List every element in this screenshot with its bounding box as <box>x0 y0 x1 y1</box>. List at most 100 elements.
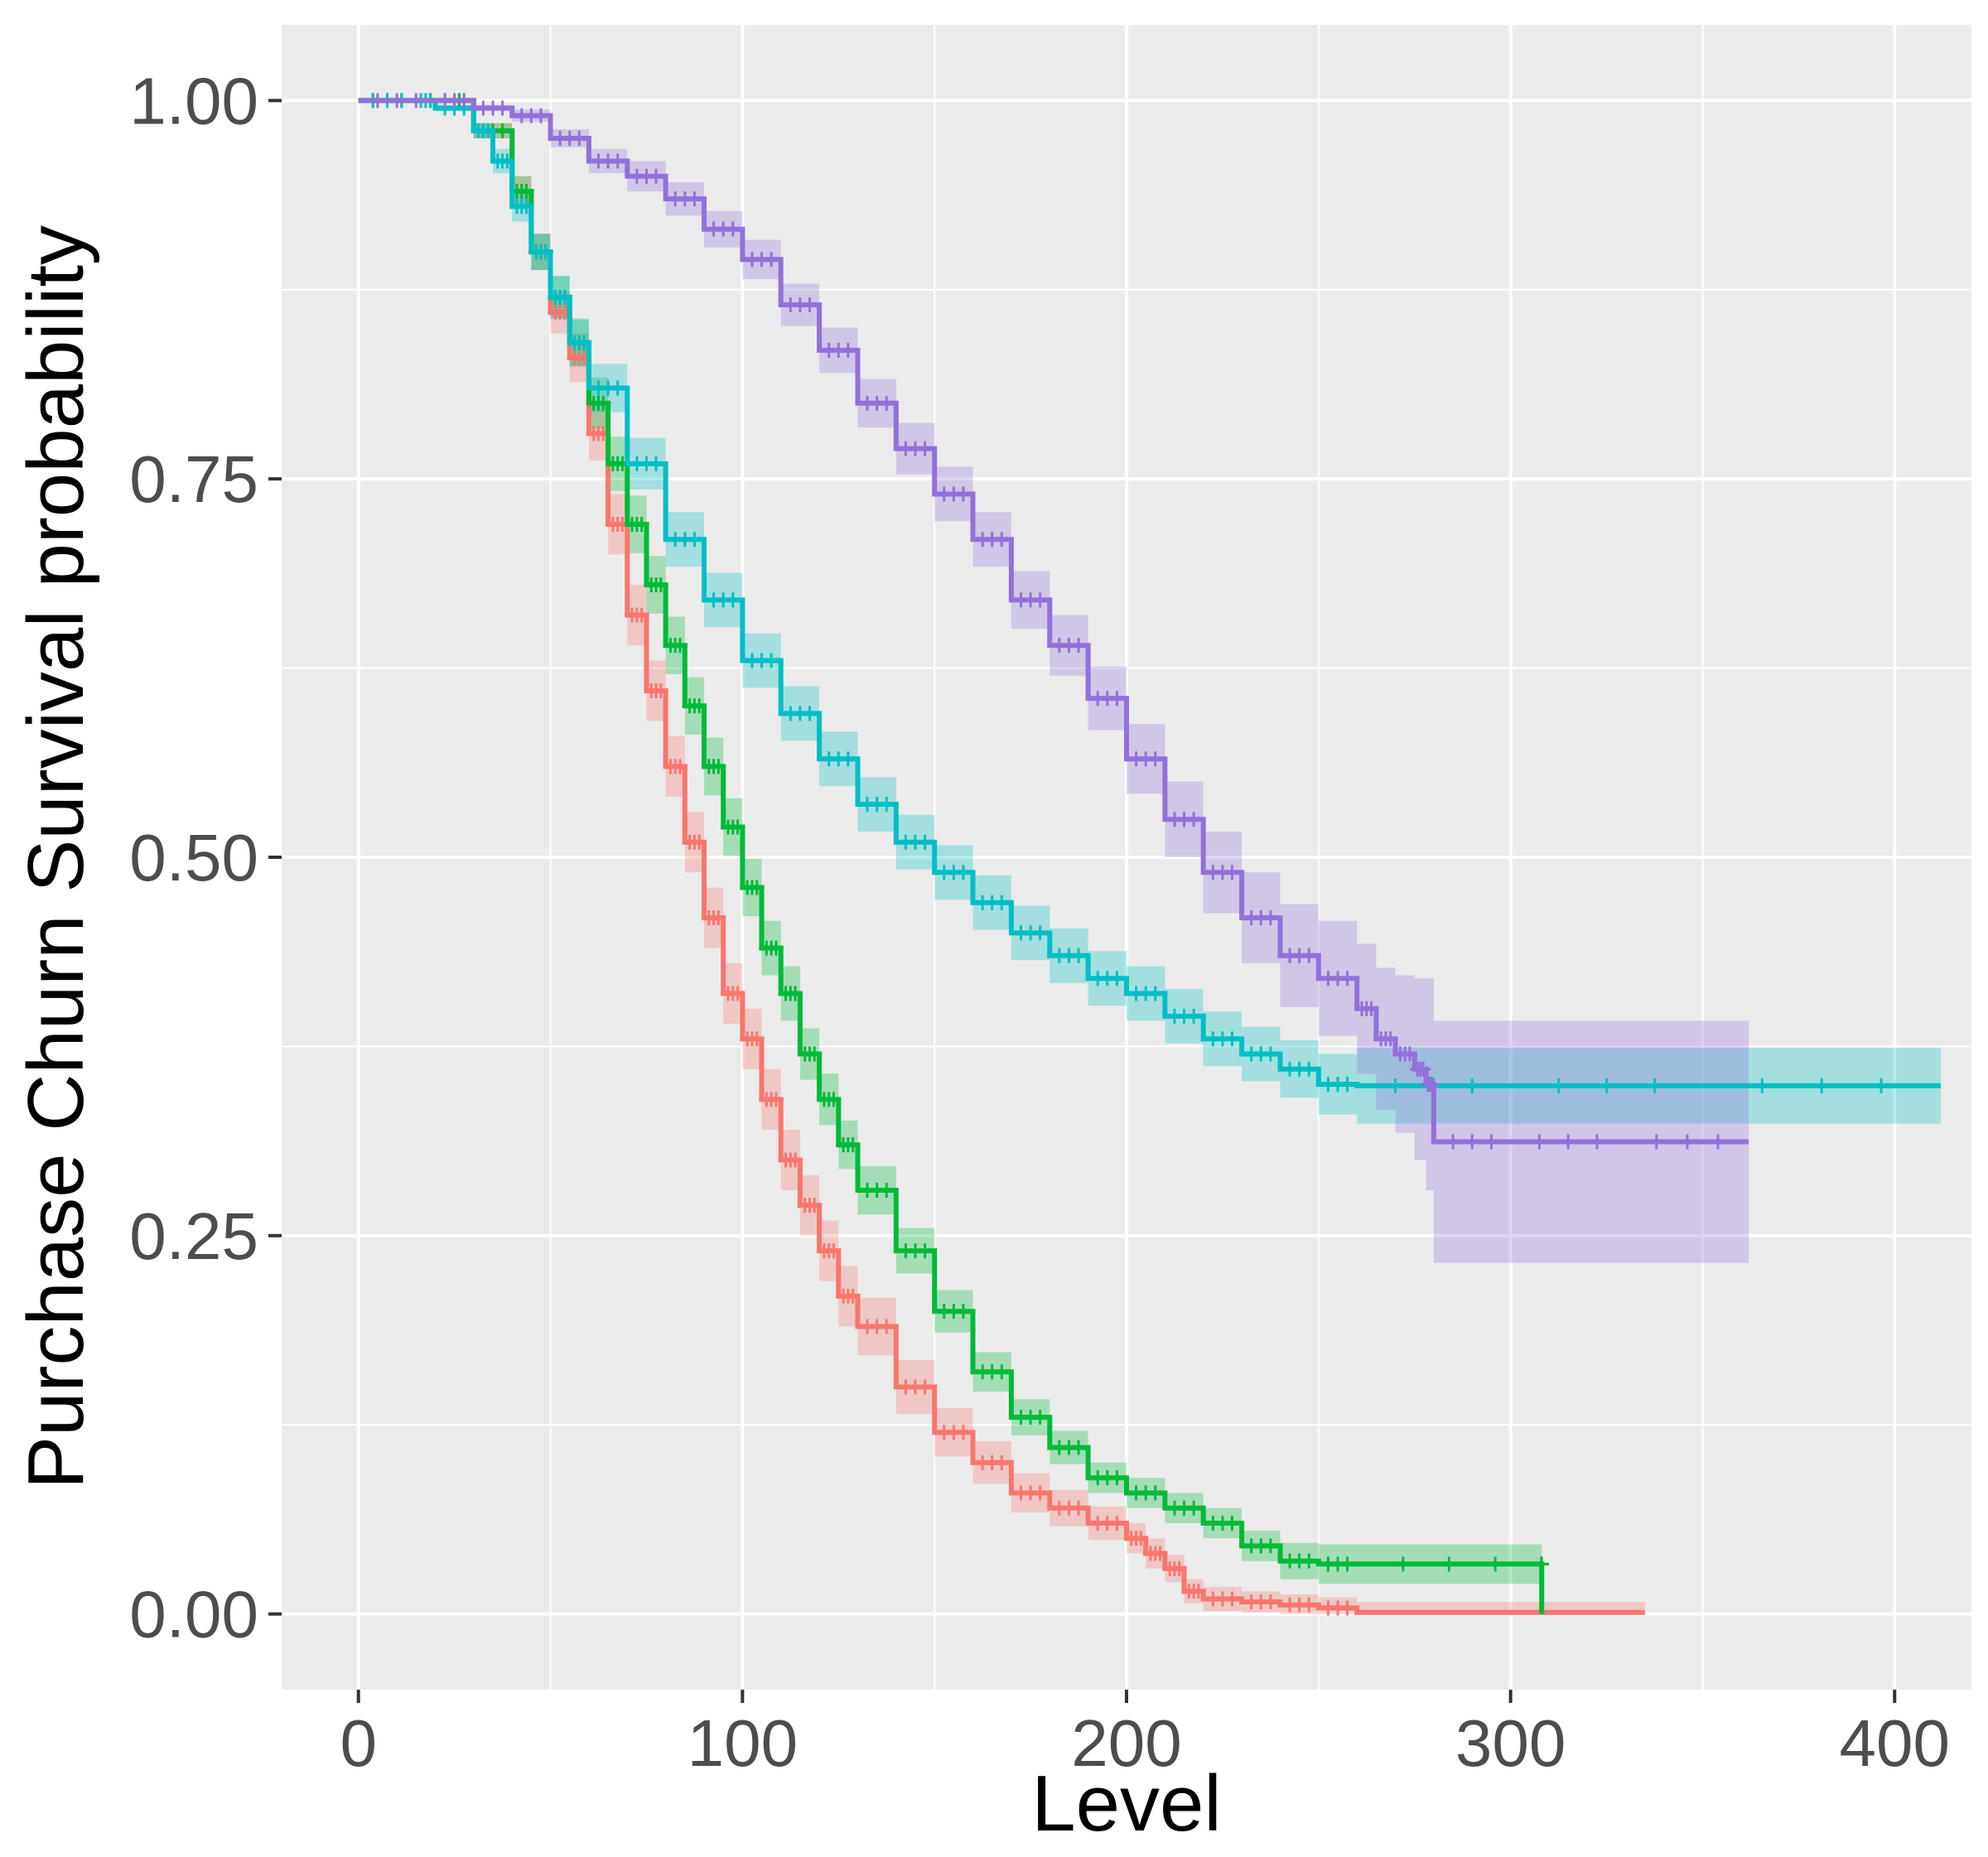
censor-mark <box>768 940 784 956</box>
censor-mark <box>1071 1440 1087 1455</box>
censor-mark <box>788 986 803 1001</box>
censor-mark <box>1262 910 1278 926</box>
censor-mark <box>687 191 702 207</box>
censor-mark <box>1874 1078 1889 1093</box>
censor-mark <box>653 577 668 593</box>
censor-mark <box>768 1092 784 1107</box>
censor-mark <box>456 93 472 109</box>
censor-mark <box>1147 751 1163 767</box>
censor-mark <box>1032 1410 1048 1425</box>
censor-mark <box>1599 1078 1614 1093</box>
y-tick-label: 1.00 <box>129 64 258 137</box>
censor-mark <box>1147 1485 1163 1501</box>
censor-mark <box>1441 1556 1457 1572</box>
censor-mark <box>879 1183 895 1198</box>
censor-mark <box>408 93 424 109</box>
censor-mark <box>1301 948 1317 963</box>
censor-mark <box>1224 1516 1240 1531</box>
censor-mark <box>1395 1556 1411 1572</box>
censor-mark <box>499 153 515 169</box>
censor-mark <box>1262 1046 1278 1062</box>
censor-mark <box>1186 812 1202 827</box>
censor-mark <box>653 683 668 698</box>
censor-mark <box>764 653 779 668</box>
censor-mark <box>807 1198 823 1213</box>
censor-mark <box>1032 592 1048 608</box>
censor-mark <box>1488 1556 1503 1572</box>
censor-mark <box>994 532 1010 547</box>
censor-mark <box>519 199 534 215</box>
censor-mark <box>1032 1485 1048 1501</box>
censor-mark <box>1416 1061 1431 1077</box>
censor-mark <box>730 819 746 835</box>
censor-mark <box>1445 1134 1461 1150</box>
censor-mark <box>495 100 510 116</box>
censor-mark <box>1109 691 1125 707</box>
censor-mark <box>788 1152 803 1168</box>
censor-mark <box>1754 1078 1770 1093</box>
x-tick-label: 300 <box>1455 1706 1566 1780</box>
censor-mark <box>495 123 510 138</box>
x-tick-label: 0 <box>340 1706 377 1780</box>
censor-mark <box>1339 1556 1355 1572</box>
censor-mark <box>1071 638 1087 654</box>
axes: 0 100 200 300 400 0.00 0.25 0.50 0.75 1.00 <box>129 64 1950 1780</box>
censor-mark <box>955 486 971 502</box>
censor-mark <box>917 1379 933 1395</box>
censor-mark <box>1301 1061 1317 1077</box>
censor-mark <box>826 1243 842 1259</box>
y-axis-title: Purchase Churn Survival probability <box>12 225 100 1489</box>
censor-mark <box>1363 1001 1379 1016</box>
censor-mark <box>1589 1134 1604 1150</box>
censor-mark <box>1186 1500 1202 1516</box>
y-tick-label: 0.25 <box>129 1199 258 1273</box>
censor-mark <box>610 380 625 396</box>
censor-mark <box>1561 1134 1576 1150</box>
censor-mark <box>480 123 496 138</box>
censor-mark <box>802 297 818 313</box>
censor-mark <box>1071 1500 1087 1516</box>
censor-marks-purple <box>369 93 1725 1150</box>
censor-mark <box>1186 1008 1202 1024</box>
censor-mark <box>802 706 818 721</box>
censor-mark <box>994 895 1010 910</box>
censor-marks-cyan <box>365 93 1889 1093</box>
censor-marks-red <box>365 93 1355 1616</box>
censor-mark <box>577 335 592 350</box>
censor-mark <box>994 1454 1010 1470</box>
censor-mark <box>955 865 971 880</box>
y-tick-label: 0.00 <box>129 1578 258 1652</box>
censor-mark <box>634 607 649 623</box>
censor-mark <box>1339 971 1355 986</box>
y-tick-label: 0.50 <box>129 821 258 895</box>
censor-mark <box>1301 1597 1317 1613</box>
censor-mark <box>1133 1531 1149 1546</box>
censor-mark <box>725 592 741 608</box>
censor-mark <box>1532 1134 1547 1150</box>
censor-mark <box>1071 948 1087 963</box>
censor-mark <box>1339 1600 1355 1616</box>
censor-mark <box>1679 1134 1695 1150</box>
censor-mark <box>917 1243 933 1259</box>
ci-band-purple <box>358 100 1749 1263</box>
censor-mark <box>711 910 726 926</box>
censor-mark <box>879 1319 895 1334</box>
censor-mark <box>1224 865 1240 880</box>
censor-mark <box>634 517 649 532</box>
censor-mark <box>692 698 707 714</box>
censor-mark <box>1647 1078 1662 1093</box>
censor-mark <box>557 289 572 305</box>
censor-mark <box>1648 1134 1664 1150</box>
censor-mark <box>1382 1031 1398 1047</box>
censor-mark <box>1551 1078 1566 1093</box>
censor-mark <box>1147 986 1163 1001</box>
censor-mark <box>692 834 707 850</box>
censor-mark <box>596 395 611 411</box>
censor-mark <box>845 1288 861 1304</box>
censor-mark <box>917 441 933 456</box>
censor-mark <box>840 342 856 358</box>
censor-mark <box>917 834 933 850</box>
censor-mark <box>1224 1591 1240 1607</box>
censor-mark <box>1262 1594 1278 1610</box>
